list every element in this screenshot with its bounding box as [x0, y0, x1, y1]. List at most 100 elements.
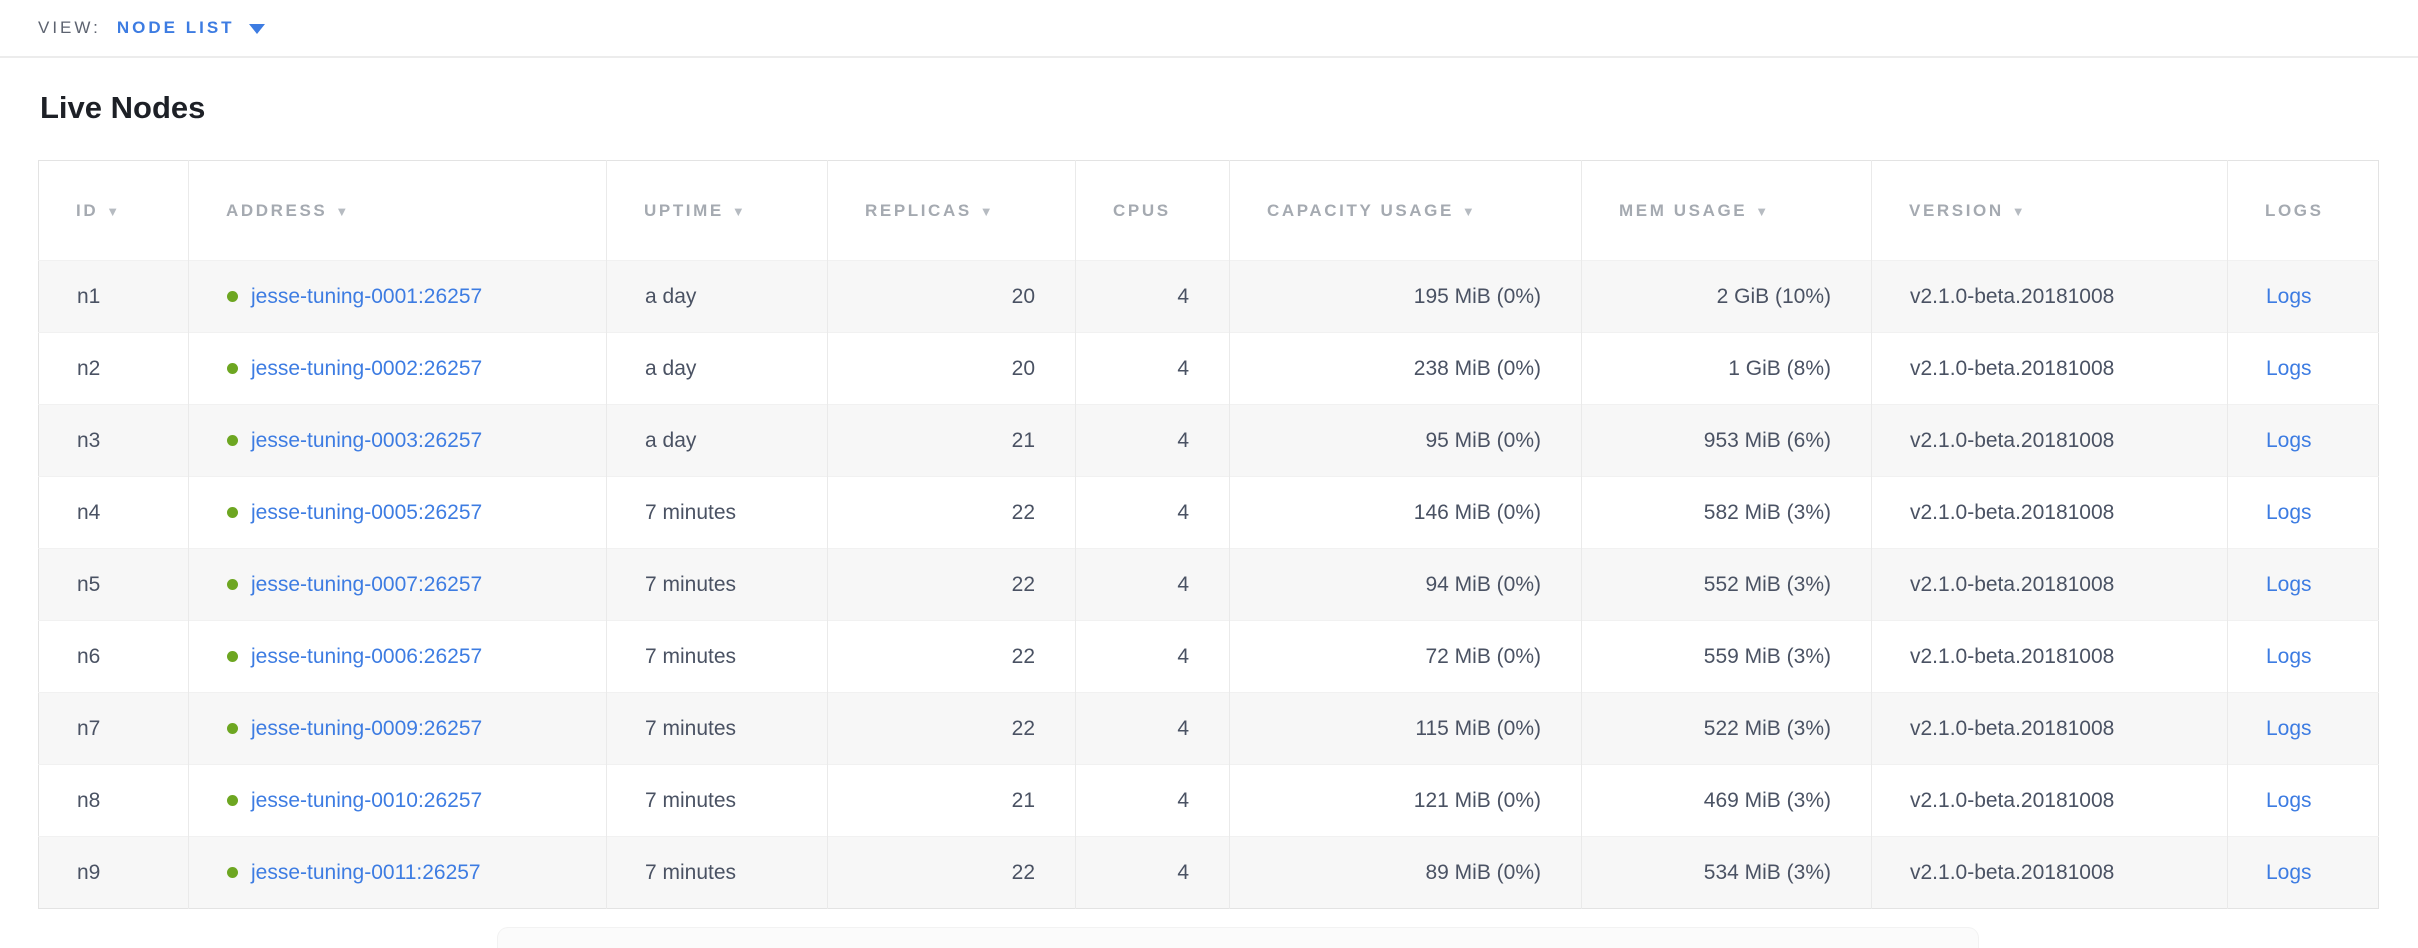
node-id-cell: n7 [38, 692, 189, 765]
node-address-cell: jesse-tuning-0010:26257 [188, 764, 607, 837]
node-id-cell: n4 [38, 476, 189, 549]
uptime-cell: 7 minutes [606, 764, 828, 837]
capacity-usage-cell: 94 MiB (0%) [1229, 548, 1582, 621]
logs-link[interactable]: Logs [2266, 644, 2312, 668]
logs-link[interactable]: Logs [2266, 860, 2312, 884]
column-header-logs: LOGS [2227, 160, 2379, 261]
version-cell: v2.1.0-beta.20181008 [1871, 404, 2228, 477]
view-selector-dropdown[interactable]: NODE LIST [117, 18, 265, 38]
mem-usage-cell: 2 GiB (10%) [1581, 260, 1872, 333]
logs-cell: Logs [2227, 332, 2379, 405]
node-address-cell: jesse-tuning-0009:26257 [188, 692, 607, 765]
column-header-version[interactable]: VERSION ▼ [1871, 160, 2228, 261]
uptime-cell: a day [606, 260, 828, 333]
table-row: n6 jesse-tuning-0006:26257 7 minutes 22 … [38, 620, 2379, 693]
logs-cell: Logs [2227, 836, 2379, 909]
capacity-usage-cell: 72 MiB (0%) [1229, 620, 1582, 693]
logs-link[interactable]: Logs [2266, 500, 2312, 524]
node-address-link[interactable]: jesse-tuning-0006:26257 [251, 644, 483, 668]
capacity-usage-cell: 195 MiB (0%) [1229, 260, 1582, 333]
node-address-link[interactable]: jesse-tuning-0003:26257 [251, 428, 483, 452]
capacity-usage-cell: 238 MiB (0%) [1229, 332, 1582, 405]
uptime-cell: 7 minutes [606, 836, 828, 909]
node-address-cell: jesse-tuning-0007:26257 [188, 548, 607, 621]
cpus-cell: 4 [1075, 332, 1230, 405]
node-address-link[interactable]: jesse-tuning-0001:26257 [251, 284, 483, 308]
node-address-link[interactable]: jesse-tuning-0007:26257 [251, 572, 483, 596]
table-row: n7 jesse-tuning-0009:26257 7 minutes 22 … [38, 692, 2379, 765]
sort-desc-icon: ▼ [335, 203, 351, 219]
mem-usage-cell: 1 GiB (8%) [1581, 332, 1872, 405]
live-status-icon [227, 650, 238, 662]
node-address-link[interactable]: jesse-tuning-0011:26257 [251, 860, 481, 884]
cpus-cell: 4 [1075, 764, 1230, 837]
sort-desc-icon: ▼ [1755, 203, 1771, 219]
table-row: n5 jesse-tuning-0007:26257 7 minutes 22 … [38, 548, 2379, 621]
logs-link[interactable]: Logs [2266, 788, 2312, 812]
column-header-id[interactable]: ID ▼ [38, 160, 189, 261]
live-status-icon [227, 434, 238, 446]
column-header-capacity-usage[interactable]: CAPACITY USAGE ▼ [1229, 160, 1582, 261]
node-address-link[interactable]: jesse-tuning-0010:26257 [251, 788, 483, 812]
cpus-cell: 4 [1075, 548, 1230, 621]
logs-link[interactable]: Logs [2266, 572, 2312, 596]
column-header-uptime[interactable]: UPTIME ▼ [606, 160, 828, 261]
node-address-cell: jesse-tuning-0006:26257 [188, 620, 607, 693]
node-id-cell: n6 [38, 620, 189, 693]
uptime-cell: a day [606, 332, 828, 405]
view-bar: VIEW: NODE LIST [0, 0, 2418, 58]
node-address-cell: jesse-tuning-0005:26257 [188, 476, 607, 549]
uptime-cell: 7 minutes [606, 548, 828, 621]
table-row: n8 jesse-tuning-0010:26257 7 minutes 21 … [38, 764, 2379, 837]
version-cell: v2.1.0-beta.20181008 [1871, 260, 2228, 333]
node-id-cell: n9 [38, 836, 189, 909]
live-status-icon [227, 290, 238, 302]
logs-cell: Logs [2227, 620, 2379, 693]
logs-cell: Logs [2227, 764, 2379, 837]
view-selected-value[interactable]: NODE LIST [116, 18, 235, 37]
logs-link[interactable]: Logs [2266, 356, 2312, 380]
sort-desc-icon: ▼ [106, 203, 122, 219]
view-label: VIEW: [38, 18, 101, 37]
table-row: n3 jesse-tuning-0003:26257 a day 21 4 95… [38, 404, 2379, 477]
mem-usage-cell: 559 MiB (3%) [1581, 620, 1872, 693]
version-cell: v2.1.0-beta.20181008 [1871, 692, 2228, 765]
replicas-cell: 20 [827, 332, 1076, 405]
table-row: n1 jesse-tuning-0001:26257 a day 20 4 19… [38, 260, 2379, 333]
cpus-cell: 4 [1075, 836, 1230, 909]
logs-link[interactable]: Logs [2266, 716, 2312, 740]
replicas-cell: 22 [827, 692, 1076, 765]
column-header-replicas[interactable]: REPLICAS ▼ [827, 160, 1076, 261]
replicas-cell: 22 [827, 620, 1076, 693]
cpus-cell: 4 [1075, 620, 1230, 693]
live-status-icon [227, 794, 238, 806]
replicas-cell: 22 [827, 548, 1076, 621]
logs-cell: Logs [2227, 548, 2379, 621]
mem-usage-cell: 552 MiB (3%) [1581, 548, 1872, 621]
uptime-cell: 7 minutes [606, 692, 828, 765]
live-status-icon [227, 578, 238, 590]
node-address-link[interactable]: jesse-tuning-0009:26257 [251, 716, 483, 740]
node-id-cell: n3 [38, 404, 189, 477]
page-title: Live Nodes [40, 90, 206, 125]
node-table-body: n1 jesse-tuning-0001:26257 a day 20 4 19… [38, 260, 2379, 909]
logs-link[interactable]: Logs [2266, 428, 2312, 452]
cpus-cell: 4 [1075, 476, 1230, 549]
cpus-cell: 4 [1075, 692, 1230, 765]
replicas-cell: 20 [827, 260, 1076, 333]
table-row: n9 jesse-tuning-0011:26257 7 minutes 22 … [38, 836, 2379, 909]
sort-desc-icon: ▼ [2011, 203, 2028, 219]
column-header-address[interactable]: ADDRESS ▼ [188, 160, 607, 261]
bottom-panel-edge [498, 928, 1978, 948]
logs-link[interactable]: Logs [2266, 284, 2312, 308]
mem-usage-cell: 469 MiB (3%) [1581, 764, 1872, 837]
live-status-icon [227, 362, 238, 374]
node-id-cell: n2 [38, 332, 189, 405]
capacity-usage-cell: 115 MiB (0%) [1229, 692, 1582, 765]
column-header-mem-usage[interactable]: MEM USAGE ▼ [1581, 160, 1872, 261]
node-address-link[interactable]: jesse-tuning-0002:26257 [251, 356, 483, 380]
version-cell: v2.1.0-beta.20181008 [1871, 764, 2228, 837]
replicas-cell: 21 [827, 764, 1076, 837]
node-address-link[interactable]: jesse-tuning-0005:26257 [251, 500, 483, 524]
table-row: n4 jesse-tuning-0005:26257 7 minutes 22 … [38, 476, 2379, 549]
